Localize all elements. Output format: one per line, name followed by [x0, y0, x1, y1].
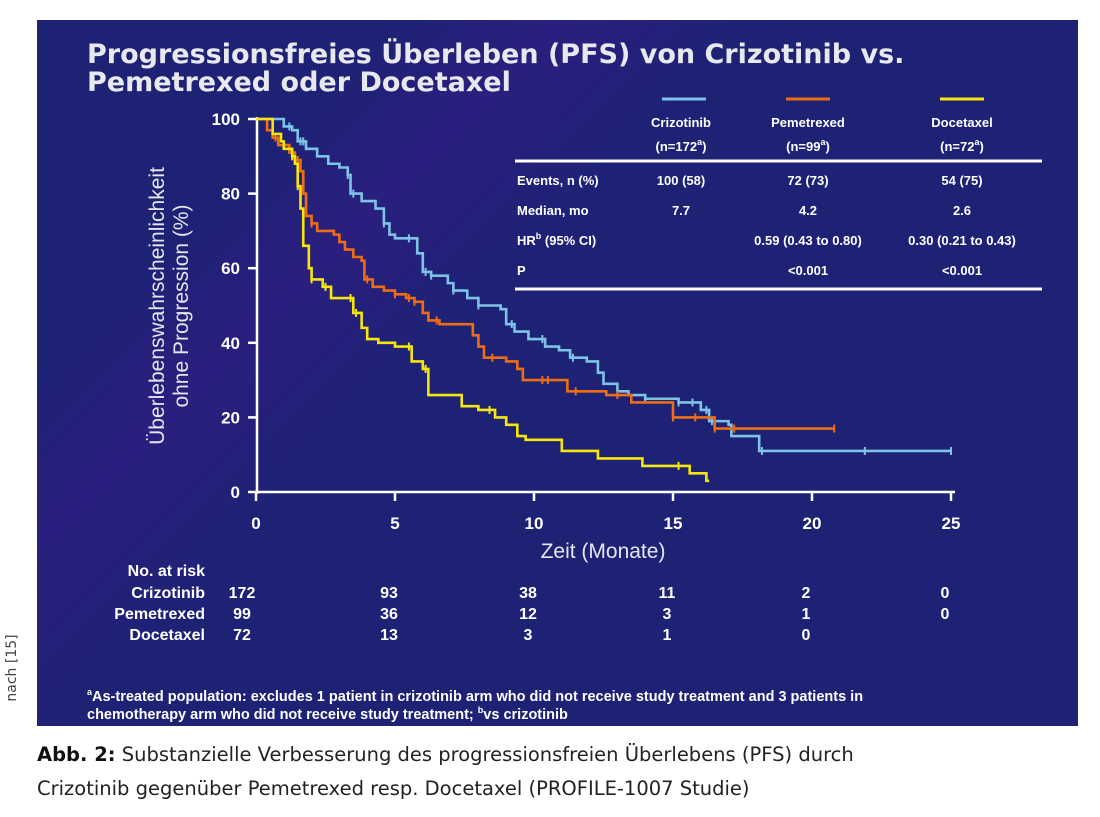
risk-cell: 99 — [233, 606, 251, 623]
stats-cell: <0.001 — [942, 263, 982, 278]
curve-crizotinib — [256, 117, 951, 453]
stats-col-n-crizotinib: (n=172a) — [656, 137, 707, 154]
risk-cell: 172 — [229, 585, 256, 602]
stats-cell: 4.2 — [799, 203, 817, 218]
risk-cell: 36 — [380, 606, 398, 623]
risk-row-label: Docetaxel — [129, 627, 205, 644]
stats-cell: <0.001 — [788, 263, 828, 278]
curve-docetaxel — [256, 117, 710, 483]
kaplan-meier-chart: Progressionsfreies Überleben (PFS) von C… — [87, 37, 1042, 723]
caption-line-2: Crizotinib gegenüber Pemetrexed resp. Do… — [37, 777, 750, 800]
x-axis-title: Zeit (Monate) — [541, 540, 666, 563]
x-tick-label: 20 — [803, 514, 822, 533]
stats-cell: 0.59 (0.43 to 0.80) — [754, 233, 862, 248]
risk-cell: 13 — [380, 627, 398, 644]
risk-cell: 0 — [802, 627, 811, 644]
risk-cell: 0 — [941, 606, 950, 623]
y-tick-label: 80 — [221, 185, 240, 204]
risk-cell: 12 — [519, 606, 537, 623]
stats-col-header-crizotinib: Crizotinib — [651, 115, 711, 130]
stats-row-label: P — [517, 263, 526, 278]
y-tick-label: 60 — [221, 259, 240, 278]
stats-cell: 72 (73) — [787, 173, 828, 188]
curve-pemetrexed — [256, 117, 835, 430]
stats-cell: 2.6 — [953, 203, 971, 218]
stats-col-header-pemetrexed: Pemetrexed — [771, 115, 845, 130]
y-tick-label: 0 — [231, 483, 240, 502]
y-axis-title-line-2: ohne Progression (%) — [170, 204, 193, 407]
stats-row-label: HRb (95% CI) — [517, 231, 596, 248]
footnote-line-1: aAs-treated population: excludes 1 patie… — [87, 687, 863, 705]
y-tick-label: 20 — [221, 408, 240, 427]
footnote: aAs-treated population: excludes 1 patie… — [87, 687, 863, 723]
chart-panel — [37, 20, 1078, 726]
y-tick-label: 100 — [212, 110, 240, 129]
stats-cell: 7.7 — [672, 203, 690, 218]
stats-col-n-docetaxel: (n=72a) — [940, 137, 984, 154]
x-ticks: 0 5 10 15 20 25 — [251, 492, 960, 533]
stats-cell: 100 (58) — [657, 173, 705, 188]
chart-title-line-2: Pemetrexed oder Docetaxel — [87, 67, 511, 98]
caption-label: Abb. 2: — [37, 743, 116, 766]
x-tick-label: 10 — [525, 514, 544, 533]
y-axis-title-line-1: Überlebenswahrscheinlichkeit — [146, 167, 169, 445]
risk-table-title: No. at risk — [128, 563, 205, 580]
caption-text-1: Substanzielle Verbesserung des progressi… — [115, 743, 854, 766]
risk-cell: 3 — [663, 606, 672, 623]
stats-row-label: Events, n (%) — [517, 173, 599, 188]
risk-cell: 93 — [380, 585, 398, 602]
risk-cell: 72 — [233, 627, 251, 644]
chart-title-line-1: Progressionsfreies Überleben (PFS) von C… — [87, 37, 904, 70]
risk-cell: 3 — [524, 627, 533, 644]
risk-cell: 1 — [802, 606, 811, 623]
stats-cell: 0.30 (0.21 to 0.43) — [908, 233, 1016, 248]
risk-cell: 2 — [802, 585, 811, 602]
stats-cell: 54 (75) — [941, 173, 982, 188]
stats-col-n-pemetrexed: (n=99a) — [786, 137, 830, 154]
risk-cell: 1 — [663, 627, 672, 644]
x-tick-label: 25 — [942, 514, 961, 533]
y-ticks: 0 20 40 60 80 100 — [212, 110, 257, 502]
risk-cell: 38 — [519, 585, 537, 602]
risk-cell: 0 — [941, 585, 950, 602]
stats-table: Crizotinib (n=172a) Pemetrexed (n=99a) D… — [515, 115, 1042, 291]
risk-table: No. at risk Crizotinib 172 93 38 11 2 0Pemetre… — [114, 563, 949, 644]
y-tick-label: 40 — [221, 334, 240, 353]
caption-line-1: Abb. 2: Substanzielle Verbesserung des p… — [37, 738, 1087, 772]
stats-col-header-docetaxel: Docetaxel — [931, 115, 992, 130]
survival-curves — [256, 117, 952, 483]
risk-row-label: Crizotinib — [131, 585, 205, 602]
x-tick-label: 5 — [390, 514, 399, 533]
risk-row-label: Pemetrexed — [114, 606, 205, 623]
x-tick-label: 0 — [251, 514, 260, 533]
stats-row-label: Median, mo — [517, 203, 589, 218]
figure-caption: Abb. 2: Substanzielle Verbesserung des p… — [37, 738, 1087, 806]
footnote-line-2: chemotherapy arm who did not receive stu… — [87, 705, 568, 723]
x-tick-label: 15 — [664, 514, 683, 533]
risk-cell: 11 — [659, 585, 676, 602]
